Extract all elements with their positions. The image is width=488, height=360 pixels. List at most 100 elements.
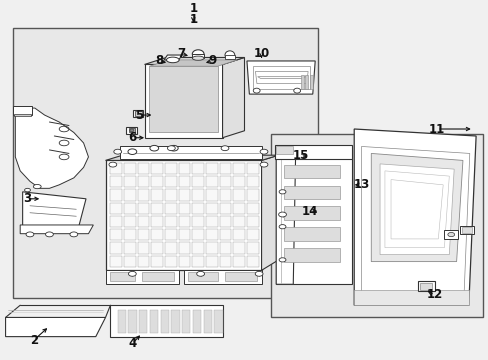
Ellipse shape — [109, 162, 117, 167]
Ellipse shape — [114, 149, 122, 154]
Bar — [283, 165, 339, 178]
Polygon shape — [183, 270, 261, 284]
Polygon shape — [379, 164, 453, 255]
Bar — [233, 203, 244, 214]
Bar — [124, 163, 136, 174]
Bar — [271, 134, 483, 318]
Bar — [205, 176, 217, 187]
Bar — [164, 242, 176, 253]
Bar — [246, 189, 258, 201]
Bar — [110, 203, 122, 214]
Bar — [110, 242, 122, 253]
Bar — [246, 163, 258, 174]
Text: 7: 7 — [177, 48, 185, 60]
Bar — [224, 55, 234, 59]
Polygon shape — [149, 66, 217, 132]
Ellipse shape — [128, 271, 136, 276]
Bar — [233, 163, 244, 174]
Ellipse shape — [279, 190, 285, 194]
Bar — [150, 310, 158, 333]
Polygon shape — [275, 145, 351, 159]
Polygon shape — [15, 108, 88, 188]
Bar — [124, 229, 136, 240]
Ellipse shape — [278, 212, 286, 217]
Ellipse shape — [260, 162, 267, 167]
Bar — [178, 256, 190, 267]
Bar — [305, 75, 308, 89]
Polygon shape — [110, 272, 135, 281]
Bar — [110, 229, 122, 240]
Polygon shape — [370, 153, 462, 262]
Bar — [164, 256, 176, 267]
Bar — [233, 229, 244, 240]
Bar — [246, 216, 258, 227]
Bar — [151, 242, 163, 253]
Bar — [164, 189, 176, 201]
Text: 9: 9 — [208, 54, 217, 67]
Bar — [283, 228, 339, 241]
Ellipse shape — [260, 149, 267, 154]
Bar — [138, 189, 149, 201]
Bar — [151, 189, 163, 201]
Bar — [203, 310, 211, 333]
Bar — [126, 127, 137, 134]
Bar — [192, 54, 203, 58]
Bar — [192, 189, 203, 201]
Polygon shape — [163, 55, 182, 60]
Text: 1: 1 — [189, 1, 197, 14]
Polygon shape — [276, 150, 295, 284]
Bar — [138, 203, 149, 214]
Ellipse shape — [279, 258, 285, 262]
Bar — [444, 230, 457, 239]
Bar — [283, 248, 339, 262]
Ellipse shape — [167, 146, 175, 150]
Text: 3: 3 — [23, 192, 32, 205]
Bar — [192, 176, 203, 187]
Ellipse shape — [169, 145, 178, 151]
Bar — [192, 310, 201, 333]
Bar — [233, 189, 244, 201]
Bar — [138, 229, 149, 240]
Bar — [461, 228, 471, 233]
Bar — [205, 203, 217, 214]
Bar — [246, 256, 258, 267]
Ellipse shape — [221, 146, 228, 150]
Polygon shape — [224, 272, 256, 281]
Polygon shape — [22, 192, 86, 227]
Bar — [178, 189, 190, 201]
Bar — [124, 189, 136, 201]
Polygon shape — [276, 150, 351, 284]
Polygon shape — [20, 225, 93, 234]
Text: 8: 8 — [155, 54, 163, 67]
Bar — [205, 163, 217, 174]
Bar — [219, 256, 231, 267]
Polygon shape — [105, 155, 278, 161]
Bar — [205, 216, 217, 227]
Bar — [178, 163, 190, 174]
Polygon shape — [188, 272, 217, 281]
Ellipse shape — [196, 271, 204, 276]
Bar — [124, 203, 136, 214]
Bar — [110, 216, 122, 227]
Bar — [13, 106, 32, 115]
Bar — [138, 256, 149, 267]
Bar — [419, 283, 431, 290]
Ellipse shape — [130, 129, 134, 132]
Bar — [110, 189, 122, 201]
Text: 12: 12 — [426, 288, 442, 301]
Polygon shape — [261, 155, 278, 270]
Text: 2: 2 — [30, 334, 38, 347]
Ellipse shape — [224, 51, 234, 59]
Bar — [151, 216, 163, 227]
Polygon shape — [144, 64, 222, 138]
Bar — [164, 216, 176, 227]
Bar — [459, 226, 473, 234]
Bar — [138, 242, 149, 253]
Bar — [164, 203, 176, 214]
Polygon shape — [222, 58, 244, 138]
Ellipse shape — [45, 232, 53, 237]
Bar — [219, 229, 231, 240]
Ellipse shape — [293, 88, 300, 93]
Bar — [110, 163, 122, 174]
Bar — [300, 75, 303, 89]
